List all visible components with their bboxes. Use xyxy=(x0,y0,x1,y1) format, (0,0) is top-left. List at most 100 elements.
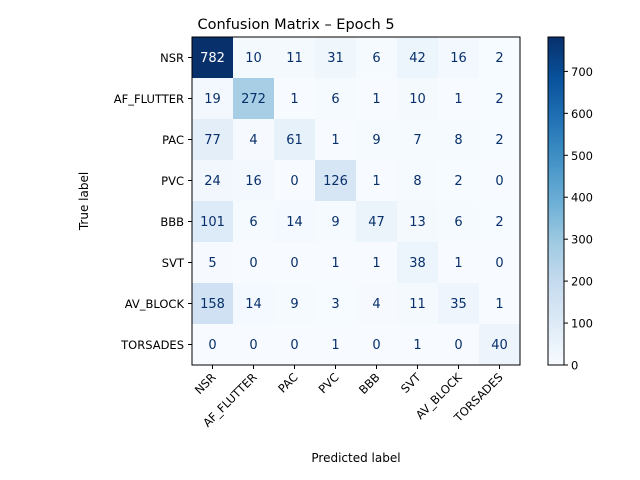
y-tick-label: NSR xyxy=(160,51,184,65)
cell-value-label: 11 xyxy=(286,51,303,66)
heatmap-cell xyxy=(315,160,357,202)
heatmap-cell xyxy=(438,119,480,161)
heatmap-cell xyxy=(192,78,234,120)
y-tick-label: TORSADES xyxy=(120,338,184,352)
cell-value-label: 10 xyxy=(409,92,426,107)
cell-value-label: 13 xyxy=(409,215,426,230)
y-tick-label: SVT xyxy=(162,256,185,270)
cell-value-label: 0 xyxy=(290,338,298,353)
y-tick-label: PAC xyxy=(162,133,184,147)
cell-value-label: 38 xyxy=(409,256,426,271)
cell-value-label: 0 xyxy=(454,338,462,353)
cell-value-label: 0 xyxy=(290,256,298,271)
heatmap-cell xyxy=(479,242,521,284)
cell-value-label: 5 xyxy=(208,256,216,271)
heatmap-cell xyxy=(274,242,316,284)
heatmap-cell xyxy=(233,242,275,284)
cell-value-label: 6 xyxy=(331,92,339,107)
cell-value-label: 0 xyxy=(249,338,257,353)
heatmap-cell xyxy=(479,160,521,202)
cell-value-label: 0 xyxy=(249,256,257,271)
cell-value-label: 42 xyxy=(409,51,426,66)
heatmap-cell xyxy=(397,283,439,325)
y-axis-label: True label xyxy=(77,172,91,231)
heatmap-cell xyxy=(438,242,480,284)
colorbar-gradient xyxy=(547,36,565,366)
cell-value-label: 35 xyxy=(450,297,467,312)
cell-value-label: 11 xyxy=(409,297,426,312)
y-tick-label: BBB xyxy=(160,215,184,229)
cell-value-label: 1 xyxy=(413,338,421,353)
heatmap-cell xyxy=(438,160,480,202)
heatmap-cell xyxy=(233,201,275,243)
cell-value-label: 272 xyxy=(241,92,266,107)
plot-frame xyxy=(191,36,521,366)
cell-value-label: 1 xyxy=(372,256,380,271)
colorbar: 0 100 200 300 400 500 600 700 xyxy=(547,36,593,373)
cell-value-label: 158 xyxy=(200,297,225,312)
cell-value-label: 9 xyxy=(331,215,339,230)
cell-value-label: 8 xyxy=(454,133,462,148)
cell-value-label: 16 xyxy=(450,51,467,66)
cell-value-label: 7 xyxy=(413,133,421,148)
cell-value-label: 14 xyxy=(245,297,262,312)
heatmap-cell xyxy=(356,37,398,79)
cell-value-label: 1 xyxy=(372,92,380,107)
heatmap-cell xyxy=(397,324,439,366)
cell-value-label: 1 xyxy=(454,92,462,107)
cell-value-label: 0 xyxy=(372,338,380,353)
heatmap-cell xyxy=(192,201,234,243)
heatmap-cell xyxy=(233,119,275,161)
colorbar-tick-label: 300 xyxy=(571,233,593,247)
cell-value-label: 782 xyxy=(200,51,225,66)
heatmap-cell xyxy=(315,201,357,243)
cell-value-label: 40 xyxy=(491,338,508,353)
cell-value-label: 2 xyxy=(454,174,462,189)
heatmap-cell xyxy=(192,119,234,161)
x-tick-label: SVT xyxy=(398,370,424,396)
cell-value-label: 19 xyxy=(204,92,221,107)
heatmap-cell xyxy=(479,201,521,243)
cell-value-label: 6 xyxy=(454,215,462,230)
heatmap-cell xyxy=(397,242,439,284)
heatmap-cell xyxy=(356,78,398,120)
cell-value-label: 1 xyxy=(290,92,298,107)
cell-value-label: 6 xyxy=(372,51,380,66)
cell-value-label: 31 xyxy=(327,51,344,66)
x-axis-label: Predicted label xyxy=(311,451,400,465)
cell-value-label: 1 xyxy=(454,256,462,271)
heatmap-cell xyxy=(479,37,521,79)
heatmap-cell xyxy=(479,283,521,325)
cell-value-label: 2 xyxy=(495,215,503,230)
cell-value-label: 0 xyxy=(290,174,298,189)
heatmap-cell xyxy=(233,78,275,120)
heatmap-cell xyxy=(356,242,398,284)
heatmap-cell xyxy=(274,78,316,120)
cell-value-label: 8 xyxy=(413,174,421,189)
cell-value-label: 4 xyxy=(249,133,257,148)
heatmap-cell xyxy=(192,324,234,366)
y-tick-label: PVC xyxy=(161,174,184,188)
cell-value-label: 47 xyxy=(368,215,385,230)
heatmap-cell xyxy=(397,78,439,120)
cell-value-label: 24 xyxy=(204,174,221,189)
heatmap-cell xyxy=(315,78,357,120)
y-tick-label: AV_BLOCK xyxy=(125,297,185,311)
heatmap-cell xyxy=(315,119,357,161)
x-tick-label: PVC xyxy=(316,370,342,396)
colorbar-tick-label: 400 xyxy=(571,191,593,205)
heatmap-cell xyxy=(233,283,275,325)
heatmap-cell xyxy=(356,324,398,366)
colorbar-tick-label: 200 xyxy=(571,275,593,289)
cell-value-label: 126 xyxy=(323,174,348,189)
colorbar-tick-label: 600 xyxy=(571,107,593,121)
cell-value-label: 2 xyxy=(495,133,503,148)
heatmap-cell xyxy=(479,324,521,366)
cell-value-label: 9 xyxy=(372,133,380,148)
colorbar-tick-label: 0 xyxy=(571,359,578,373)
heatmap-cell xyxy=(233,37,275,79)
heatmap-cell xyxy=(438,37,480,79)
heatmap-cell xyxy=(356,119,398,161)
